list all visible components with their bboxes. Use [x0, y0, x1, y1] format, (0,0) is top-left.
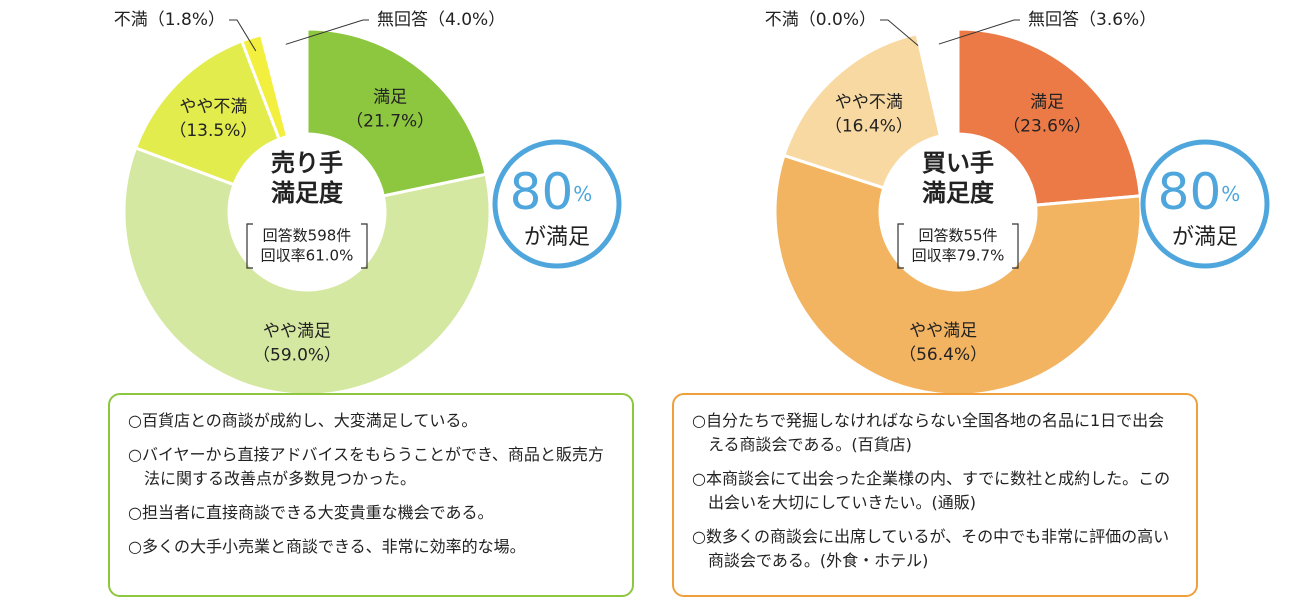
comment: ○自分たちで発掘しなければならない全国各地の名品に1日で出会える商談会である。(… [692, 411, 1165, 454]
leader-line [880, 19, 921, 48]
comment-box: ○百貨店との商談が成約し、大変満足している。 ○バイヤーから直接アドバイスをもらう… [108, 393, 634, 597]
badge-value: 80% [1158, 163, 1241, 221]
center-title: 売り手 [271, 149, 343, 177]
comment: ○担当者に直接商談できる大変貴重な機会である。 [128, 503, 494, 522]
slice-label: 満足 （21.7%） [346, 88, 434, 132]
category-label: 不満 [114, 10, 148, 30]
value-label: （3.6%） [1079, 10, 1156, 30]
slice-label: やや不満 （16.4%） [825, 93, 913, 137]
slice [915, 27, 960, 138]
leader-line [285, 19, 369, 45]
category-label: 無回答 [377, 10, 428, 30]
slice [259, 27, 309, 139]
center-note: 回収率61.0% [261, 247, 354, 265]
center-title: 満足度 [271, 179, 344, 207]
category-label: 無回答 [1028, 10, 1079, 30]
bracket [246, 223, 368, 269]
value-label: （0.0%） [799, 10, 876, 30]
category-label: やや不満 [835, 93, 903, 113]
badge-text: が満足 [524, 225, 590, 250]
slice [133, 39, 282, 187]
badge-text: が満足 [1172, 225, 1238, 250]
value-label: （16.4%） [825, 117, 913, 137]
donut-hole [230, 135, 384, 289]
category-label: やや満足 [909, 321, 977, 341]
value-label: （59.0%） [253, 346, 341, 366]
category-label: 不満 [765, 10, 799, 30]
comment: ○バイヤーから直接アドバイスをもらうことができ、商品と販売方法に関する改善点が多… [128, 445, 604, 488]
leader-line [229, 19, 257, 52]
leader-line [938, 19, 1020, 45]
bracket [897, 223, 1019, 269]
donut-hole [881, 135, 1035, 289]
slice [305, 27, 488, 198]
badge-circle [492, 139, 622, 269]
center-note: 回答数55件 [918, 227, 997, 245]
badge-value: 80% [510, 163, 593, 221]
badge-unit: % [1221, 182, 1240, 206]
slice-label: 満足 （23.6%） [1003, 93, 1091, 137]
category-label: やや満足 [263, 322, 331, 342]
outside-label: 無回答（4.0%） [377, 10, 505, 30]
slice-label: やや満足 （56.4%） [899, 321, 987, 365]
value-label: （21.7%） [346, 112, 434, 132]
center-title: 買い手 [922, 149, 994, 177]
slice-label: やや満足 （59.0%） [253, 322, 341, 366]
slice-label: やや不満 （13.5%） [169, 97, 257, 141]
comment-box: ○自分たちで発掘しなければならない全国各地の名品に1日で出会える商談会である。(… [672, 393, 1198, 597]
badge-circle [1140, 139, 1270, 269]
center-title: 満足度 [922, 179, 995, 207]
comment: ○百貨店との商談が成約し、大変満足している。 [128, 411, 478, 430]
category-label: 満足 [1030, 93, 1064, 113]
outside-label: 不満（1.8%） [114, 10, 225, 30]
comment: ○本商談会にて出会った企業様の内、すでに数社と成約した。この出会いを大切にしてい… [692, 469, 1171, 512]
slice [773, 153, 1143, 397]
outside-label: 無回答（3.6%） [1028, 10, 1156, 30]
center-note: 回収率79.7% [912, 247, 1005, 265]
category-label: やや不満 [179, 97, 247, 117]
comment: ○多くの大手小売業と商談できる、非常に効率的な場。 [128, 537, 526, 556]
category-label: 満足 [373, 88, 407, 108]
slice [122, 145, 492, 397]
slice [956, 27, 1142, 207]
badge-number: 80 [1158, 163, 1222, 221]
comment: ○数多くの商談会に出席しているが、その中でも非常に評価の高い商談会である。(外食… [692, 527, 1170, 570]
outside-label: 不満（0.0%） [765, 10, 876, 30]
center-note: 回答数598件 [263, 227, 352, 245]
value-label: （4.0%） [428, 10, 505, 30]
slice [782, 31, 943, 190]
value-label: （23.6%） [1003, 117, 1091, 137]
badge-number: 80 [510, 163, 574, 221]
value-label: （13.5%） [169, 121, 257, 141]
value-label: （1.8%） [148, 10, 225, 30]
value-label: （56.4%） [899, 345, 987, 365]
badge-unit: % [573, 182, 592, 206]
